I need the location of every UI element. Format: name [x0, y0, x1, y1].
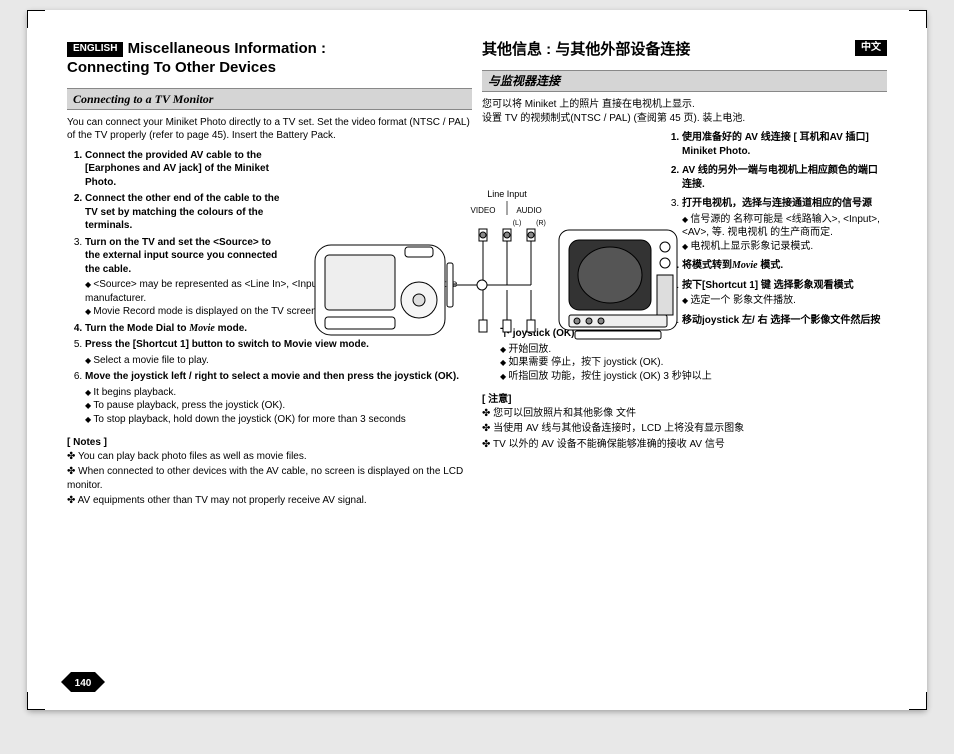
- chinese-note-1: 您可以回放照片和其他影像 文件: [482, 407, 887, 421]
- english-step6-sub3: To stop playback, hold down the joystick…: [85, 413, 472, 427]
- crop-mark-tr: [909, 10, 927, 28]
- english-step-3: Turn on the TV and set the <Source> to t…: [85, 236, 285, 277]
- page-number-badge: 140: [61, 672, 105, 692]
- english-note-3: AV equipments other than TV may not prop…: [67, 494, 472, 508]
- connection-diagram: Line Input VIDEO AUDIO (L) (R): [307, 185, 687, 360]
- diagram-label-line-input: Line Input: [487, 189, 527, 199]
- chinese-intro: 您可以将 Miniket 上的照片 直接在电视机上显示. 设置 TV 的视频制式…: [482, 98, 887, 125]
- english-language-tag: ENGLISH: [67, 42, 123, 57]
- chinese-step-5: 按下[Shortcut 1] 键 选择影象观看模式: [682, 280, 854, 291]
- english-note-2: When connected to other devices with the…: [67, 465, 472, 492]
- page-number-text: 140: [75, 678, 92, 689]
- chinese-notes-header: [ 注意]: [482, 393, 887, 407]
- page-sheet: ENGLISH Miscellaneous Information : Conn…: [27, 10, 927, 710]
- english-note-1: You can play back photo files as well as…: [67, 450, 472, 464]
- english-section-header: Connecting to a TV Monitor: [67, 88, 472, 110]
- chinese-intro-line1: 您可以将 Miniket 上的照片 直接在电视机上显示.: [482, 99, 695, 110]
- chinese-note-3: TV 以外的 AV 设备不能确保能够准确的接收 AV 信号: [482, 438, 887, 452]
- cable-icon: [453, 229, 535, 332]
- tv-icon: [559, 230, 677, 339]
- chinese-title: 其他信息 : 与其他外部设备连接: [482, 40, 887, 60]
- english-step-6: Move the joystick left / right to select…: [85, 371, 459, 382]
- crop-mark-tl: [27, 10, 45, 28]
- crop-mark-br: [909, 692, 927, 710]
- english-column: ENGLISH Miscellaneous Information : Conn…: [67, 40, 472, 690]
- chinese-intro-line2: 设置 TV 的视频制式(NTSC / PAL) (查阅第 45 页). 装上电池…: [482, 113, 745, 124]
- chinese-notes-list: 您可以回放照片和其他影像 文件 当使用 AV 线与其他设备连接时，LCD 上将没…: [482, 407, 887, 452]
- english-step-2: Connect the other end of the cable to th…: [85, 192, 285, 233]
- english-step6-sublist: It begins playback. To pause playback, p…: [85, 386, 472, 427]
- english-step6-sub1: It begins playback.: [85, 386, 472, 400]
- chinese-note-2: 当使用 AV 线与其他设备连接时，LCD 上将没有显示图象: [482, 422, 887, 436]
- chinese-column: 中文 其他信息 : 与其他外部设备连接 与监视器连接 您可以将 Miniket …: [482, 40, 887, 690]
- diagram-label-l: (L): [513, 220, 522, 227]
- diagram-label-audio: AUDIO: [516, 206, 541, 215]
- diagram-label-video: VIDEO: [471, 206, 496, 215]
- diagram-label-r: (R): [536, 220, 546, 227]
- english-intro-text: You can connect your Miniket Photo direc…: [67, 116, 472, 143]
- chinese-section-header: 与监视器连接: [482, 70, 887, 92]
- english-step-1: Connect the provided AV cable to the [Ea…: [85, 149, 285, 190]
- chinese-language-tag: 中文: [855, 40, 887, 56]
- chinese-step-3: 打开电视机，选择与连接通道相应的信号源: [682, 198, 872, 209]
- chinese-step6-sub3: 听指回放 功能，按住 joystick (OK) 3 秒钟以上: [500, 370, 887, 384]
- english-title: ENGLISH Miscellaneous Information : Conn…: [67, 40, 472, 78]
- english-title-line1: Miscellaneous Information :: [128, 40, 326, 57]
- crop-mark-bl: [27, 692, 45, 710]
- camera-icon: [315, 245, 453, 335]
- english-notes-list: You can play back photo files as well as…: [67, 450, 472, 508]
- english-title-line2: Connecting To Other Devices: [67, 59, 276, 76]
- english-notes-header: [ Notes ]: [67, 436, 472, 450]
- english-step6-sub2: To pause playback, press the joystick (O…: [85, 399, 472, 413]
